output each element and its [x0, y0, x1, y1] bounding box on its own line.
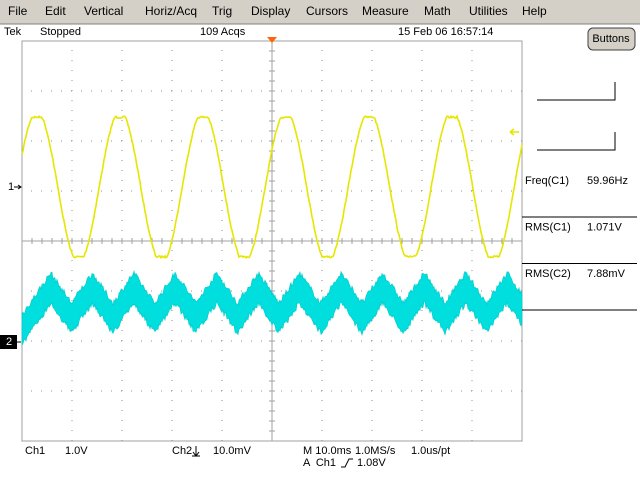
button-frame[interactable]	[587, 27, 636, 51]
measurements: Freq(C1) 59.96Hz RMS(C1) 1.071V RMS(C2) 7.88m…	[522, 175, 637, 311]
menu-item[interactable]: Display	[251, 4, 290, 18]
acq-count: 109 Acqs	[200, 26, 246, 38]
menu-item[interactable]: Cursors	[306, 4, 348, 18]
waveforms	[21, 114, 523, 346]
timestamp: 15 Feb 06 16:57:14	[398, 26, 493, 38]
readout-box	[537, 82, 616, 101]
menu-items: File Edit Vertical Horiz/Acq Trig Display Curs…	[8, 4, 547, 18]
resolution: 1.0us/pt	[411, 445, 450, 457]
button-label[interactable]: Buttons	[592, 33, 630, 45]
ch2-trace	[21, 269, 523, 346]
timebase: M 10.0ms	[303, 445, 352, 457]
measurement-value: 1.071V	[587, 221, 623, 233]
menu-item[interactable]: Vertical	[84, 4, 123, 18]
menu-bar	[0, 0, 640, 24]
menu-item[interactable]: Measure	[362, 4, 409, 18]
trigger-level: 1.08V	[357, 457, 386, 469]
measurement-label: RMS(C2)	[525, 268, 571, 280]
acq-state: Stopped	[40, 26, 81, 38]
bandwidth-icon	[192, 446, 200, 457]
slope-icon	[341, 458, 353, 468]
sample-rate: 1.0MS/s	[355, 445, 396, 457]
measurement-value: 59.96Hz	[587, 175, 628, 187]
buttons-toggle[interactable]: Buttons	[587, 27, 636, 51]
menu-item[interactable]: Horiz/Acq	[145, 4, 197, 18]
readout-box	[537, 132, 616, 151]
menu-item[interactable]: Help	[522, 4, 547, 18]
menu-item[interactable]: Math	[424, 4, 451, 18]
measurement-label: Freq(C1)	[525, 175, 569, 187]
trigger-source: A Ch1	[303, 457, 336, 469]
ch1-marker: 1	[8, 181, 14, 193]
menu-item[interactable]: Edit	[45, 4, 66, 18]
menu-item[interactable]: Trig	[212, 4, 232, 18]
ch1-trace	[21, 114, 523, 260]
ch1-label: Ch1	[25, 445, 45, 457]
scope-brand: Tek	[4, 26, 22, 38]
ch1-arrow	[14, 184, 22, 190]
measurement-value: 7.88mV	[587, 268, 626, 280]
ch1-scale: 1.0V	[65, 445, 88, 457]
ch2-label: Ch2	[172, 445, 192, 457]
measurement-label: RMS(C1)	[525, 221, 571, 233]
menu-item[interactable]: File	[8, 4, 28, 18]
graticule	[21, 40, 523, 442]
ch2-scale: 10.0mV	[213, 445, 252, 457]
trigger-level-marker	[509, 128, 519, 136]
ch2-marker-box	[0, 335, 17, 349]
trigger-position-marker	[267, 37, 277, 43]
menu-item[interactable]: Utilities	[469, 4, 508, 18]
ch2-marker: 2	[6, 336, 12, 348]
